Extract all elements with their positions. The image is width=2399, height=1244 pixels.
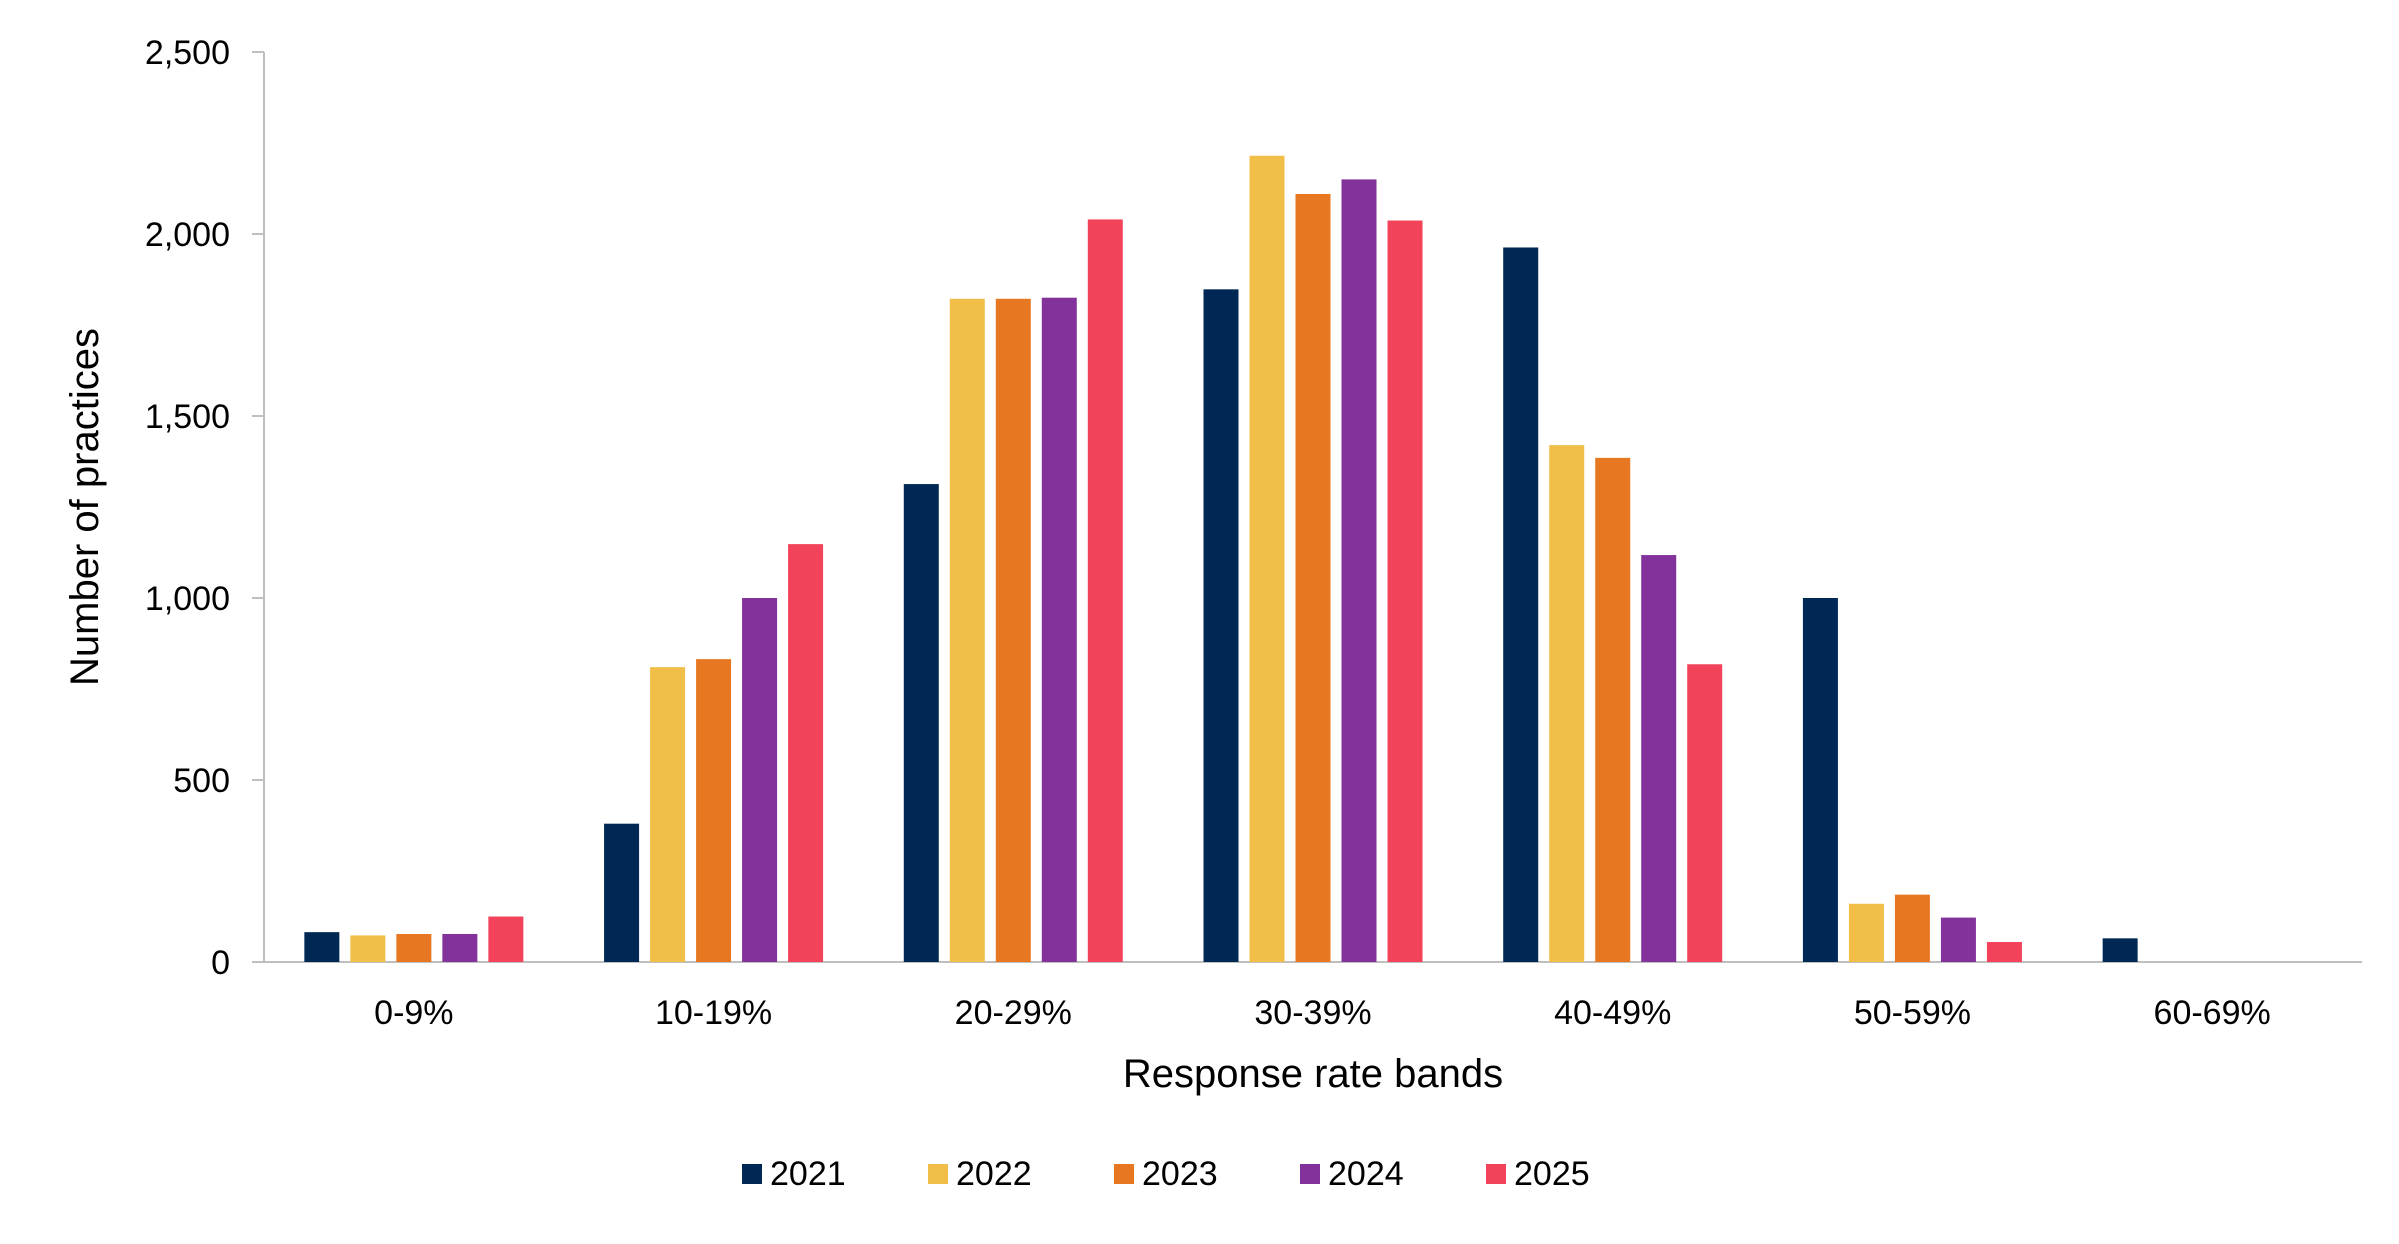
legend-label-2021: 2021 <box>770 1155 846 1193</box>
bars <box>304 155 2138 963</box>
bar-2024-20-29% <box>1041 297 1077 962</box>
bar-2022-30-39% <box>1249 155 1285 963</box>
bar-2021-20-29% <box>903 484 939 962</box>
legend-swatch-2023 <box>1114 1164 1134 1184</box>
bar-2021-50-59% <box>1802 598 1838 962</box>
x-tick-label: 50-59% <box>1854 994 1971 1032</box>
bar-2025-30-39% <box>1387 220 1423 963</box>
x-tick-label: 40-49% <box>1554 994 1671 1032</box>
bar-2022-40-49% <box>1549 445 1585 962</box>
bar-2023-0-9% <box>396 933 432 962</box>
y-tick-label: 1,000 <box>145 580 230 618</box>
legend: 2021 2022 2023 2024 2025 <box>742 1155 1590 1193</box>
x-tick-label: 60-69% <box>2154 994 2271 1032</box>
bar-2025-40-49% <box>1687 664 1723 962</box>
bar-2023-30-39% <box>1295 193 1331 962</box>
bar-2023-10-19% <box>696 659 732 962</box>
bar-2021-40-49% <box>1503 247 1539 962</box>
legend-swatch-2022 <box>928 1164 948 1184</box>
legend-swatch-2024 <box>1300 1164 1320 1184</box>
legend-label-2025: 2025 <box>1514 1155 1590 1193</box>
bar-2022-10-19% <box>650 667 686 962</box>
bar-2025-10-19% <box>788 544 824 962</box>
y-tick-label: 2,500 <box>145 34 230 72</box>
bar-2023-50-59% <box>1894 894 1930 962</box>
bar-2025-50-59% <box>1986 941 2022 962</box>
x-axis: 0-9% 10-19% 20-29% 30-39% 40-49% 50-59% 60-69% <box>264 961 2362 1032</box>
x-axis-title: Response rate bands <box>1123 1052 1503 1096</box>
bar-2024-50-59% <box>1940 917 1976 962</box>
legend-swatch-2021 <box>742 1164 762 1184</box>
bar-2022-20-29% <box>949 298 985 962</box>
legend-label-2024: 2024 <box>1328 1155 1404 1193</box>
x-tick-label: 0-9% <box>374 994 453 1032</box>
bar-2021-30-39% <box>1203 289 1239 962</box>
bar-2024-30-39% <box>1341 179 1377 962</box>
x-tick-label: 30-39% <box>1254 994 1371 1032</box>
y-axis: 0 500 1,000 1,500 2,000 2,500 <box>145 34 265 982</box>
x-tick-label: 10-19% <box>655 994 772 1032</box>
bar-2021-10-19% <box>604 823 640 962</box>
bar-2023-20-29% <box>995 298 1031 962</box>
bar-2024-10-19% <box>742 598 778 962</box>
y-tick-label: 0 <box>211 944 230 982</box>
x-tick-label: 20-29% <box>955 994 1072 1032</box>
y-tick-label: 500 <box>173 762 230 800</box>
bar-2022-50-59% <box>1848 903 1884 962</box>
bar-2021-0-9% <box>304 932 340 962</box>
bar-2024-0-9% <box>442 933 478 962</box>
bar-2022-0-9% <box>350 935 386 962</box>
bar-2024-40-49% <box>1641 555 1677 962</box>
bar-2025-20-29% <box>1087 219 1123 962</box>
y-tick-label: 1,500 <box>145 398 230 436</box>
bar-2023-40-49% <box>1595 457 1631 962</box>
legend-label-2023: 2023 <box>1142 1155 1218 1193</box>
y-axis-title: Number of practices <box>63 328 107 686</box>
legend-label-2022: 2022 <box>956 1155 1032 1193</box>
legend-swatch-2025 <box>1486 1164 1506 1184</box>
bar-2021-60-69% <box>2102 938 2138 962</box>
y-tick-label: 2,000 <box>145 216 230 254</box>
bar-2025-0-9% <box>488 916 524 962</box>
